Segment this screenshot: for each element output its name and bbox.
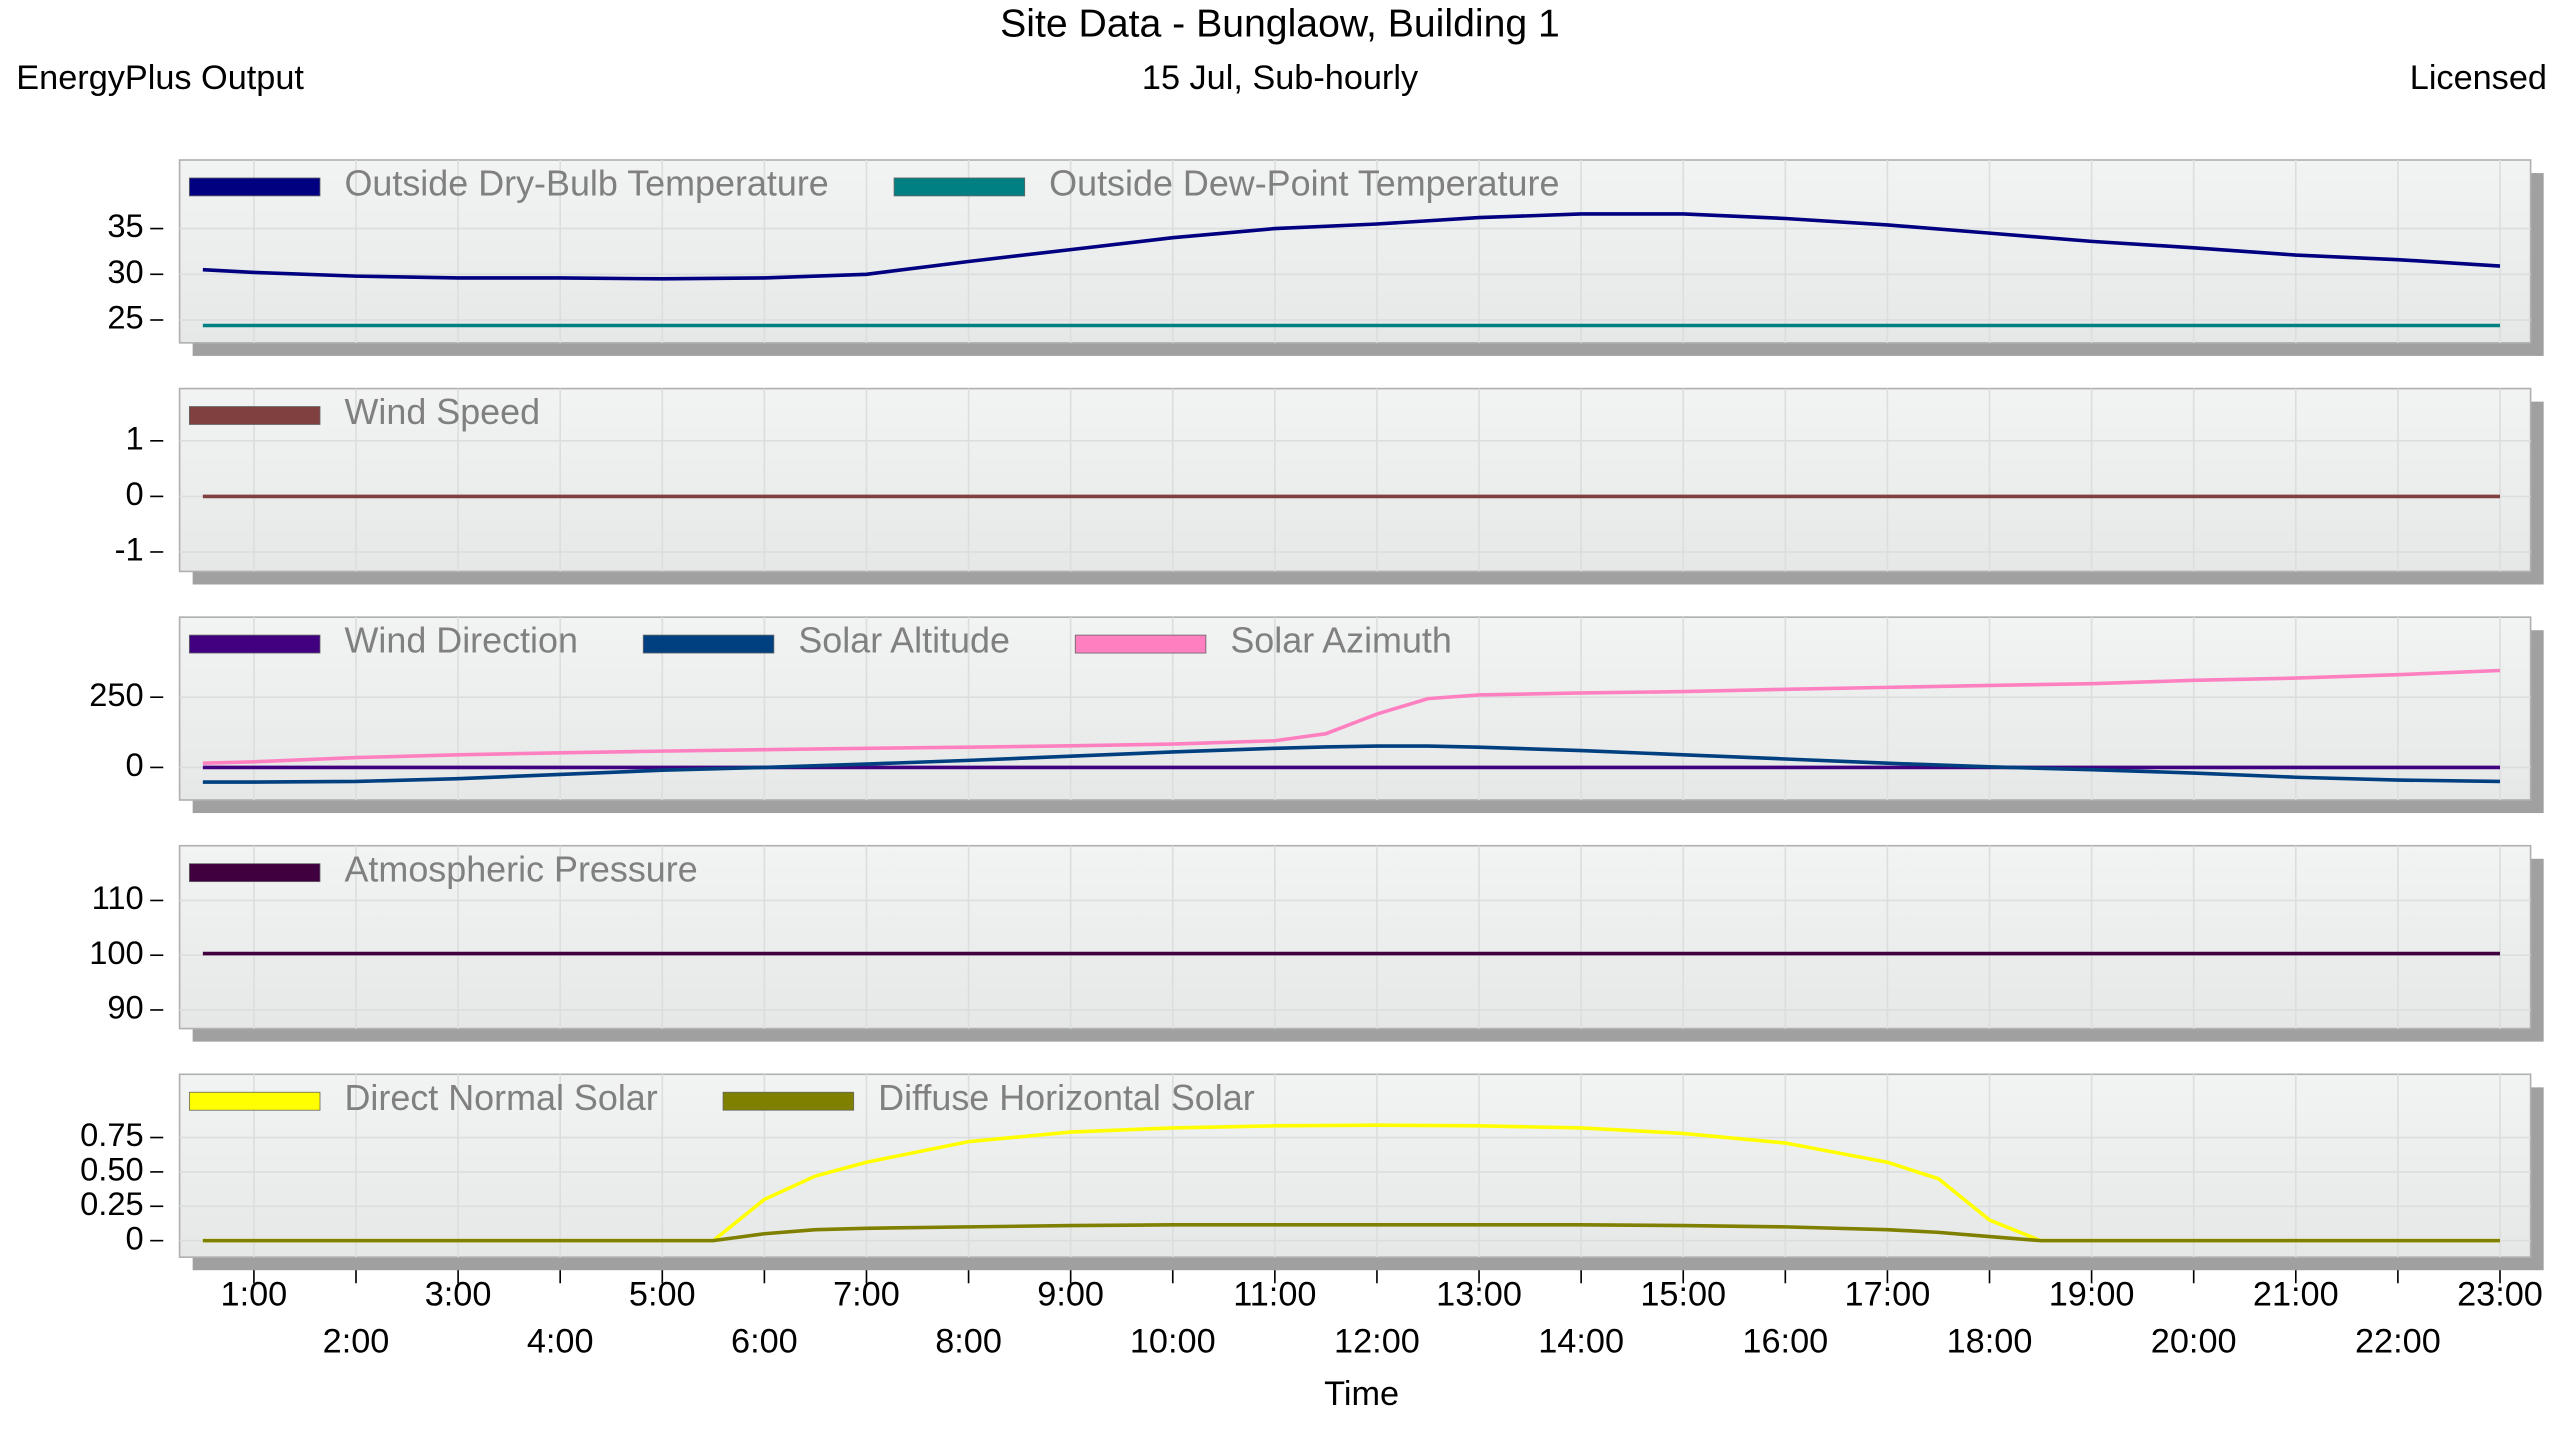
- y-tick-label: 30: [107, 253, 143, 290]
- panel: [178, 1073, 2532, 1258]
- y-tick-label: 250: [89, 676, 143, 713]
- legend-swatch: [188, 863, 321, 883]
- y-tick-label: 35: [107, 207, 143, 244]
- x-axis-label: Time: [1324, 1375, 1399, 1413]
- x-tick-label: 3:00: [425, 1275, 492, 1313]
- x-tick-label: 8:00: [935, 1323, 1002, 1361]
- legend-label: Diffuse Horizontal Solar: [878, 1077, 1255, 1118]
- legend-label: Atmospheric Pressure: [344, 848, 697, 889]
- x-tick-label: 9:00: [1037, 1275, 1104, 1313]
- series-line: [202, 1223, 2500, 1243]
- legend-label: Wind Speed: [344, 391, 540, 432]
- subtitle-center: 15 Jul, Sub-hourly: [1142, 59, 1419, 97]
- y-tick-label: 0.25: [80, 1185, 144, 1222]
- panel: [178, 387, 2532, 573]
- x-tick-label: 6:00: [731, 1323, 798, 1361]
- panel: [178, 159, 2532, 344]
- x-tick-label: 7:00: [833, 1275, 900, 1313]
- x-tick-label: 20:00: [2151, 1323, 2237, 1361]
- y-tick-label: 0.50: [80, 1151, 144, 1188]
- legend-swatch: [188, 1091, 321, 1111]
- x-tick-label: 11:00: [1233, 1275, 1316, 1313]
- y-tick-label: 0.75: [80, 1116, 144, 1153]
- x-tick-label: 2:00: [323, 1323, 390, 1361]
- x-tick-label: 16:00: [1742, 1323, 1828, 1361]
- series-line: [202, 668, 2501, 765]
- x-tick-label: 1:00: [221, 1275, 288, 1313]
- legend-label: Outside Dry-Bulb Temperature: [344, 163, 828, 204]
- x-tick-label: 23:00: [2457, 1275, 2543, 1313]
- legend-swatch: [188, 406, 321, 425]
- y-tick-label: 100: [89, 934, 143, 971]
- y-tick-label: 0: [126, 1219, 144, 1256]
- y-tick-label: 25: [107, 299, 143, 336]
- legend-label: Direct Normal Solar: [344, 1077, 657, 1118]
- series-line: [202, 212, 2501, 281]
- subtitle-left: EnergyPlus Output: [16, 59, 304, 97]
- panel: [178, 844, 2532, 1030]
- legend-label: Wind Direction: [344, 620, 577, 661]
- legend-swatch: [188, 634, 321, 654]
- y-tick-label: 0: [126, 475, 144, 512]
- x-tick-label: 12:00: [1334, 1323, 1420, 1361]
- legend-label: Solar Azimuth: [1230, 620, 1452, 661]
- x-tick-label: 17:00: [1845, 1275, 1931, 1313]
- y-tick-label: 110: [92, 879, 144, 916]
- series-line: [202, 744, 2501, 784]
- x-tick-label: 22:00: [2355, 1323, 2441, 1361]
- x-tick-label: 18:00: [1947, 1323, 2033, 1361]
- x-tick-label: 5:00: [629, 1275, 696, 1313]
- x-tick-label: 13:00: [1436, 1275, 1522, 1313]
- legend-swatch: [642, 634, 775, 654]
- legend-swatch: [893, 177, 1026, 197]
- subtitle-right: Licensed: [2410, 59, 2547, 97]
- legend-swatch: [722, 1091, 855, 1111]
- legend-swatch: [188, 177, 321, 197]
- x-tick-label: 15:00: [1640, 1275, 1726, 1313]
- legend-label: Outside Dew-Point Temperature: [1049, 163, 1559, 204]
- x-tick-label: 14:00: [1538, 1323, 1624, 1361]
- x-tick-label: 21:00: [2253, 1275, 2339, 1313]
- legend-swatch: [1074, 634, 1207, 654]
- x-tick-label: 19:00: [2049, 1275, 2135, 1313]
- y-tick-label: 1: [126, 419, 144, 456]
- x-tick-label: 10:00: [1130, 1323, 1216, 1361]
- chart-title: Site Data - Bunglaow, Building 1: [1000, 2, 1560, 45]
- x-tick-label: 4:00: [527, 1323, 594, 1361]
- y-tick-label: 90: [107, 989, 143, 1026]
- legend-label: Solar Altitude: [798, 620, 1010, 661]
- y-tick-label: 0: [126, 746, 144, 783]
- y-tick-label: -1: [115, 531, 144, 568]
